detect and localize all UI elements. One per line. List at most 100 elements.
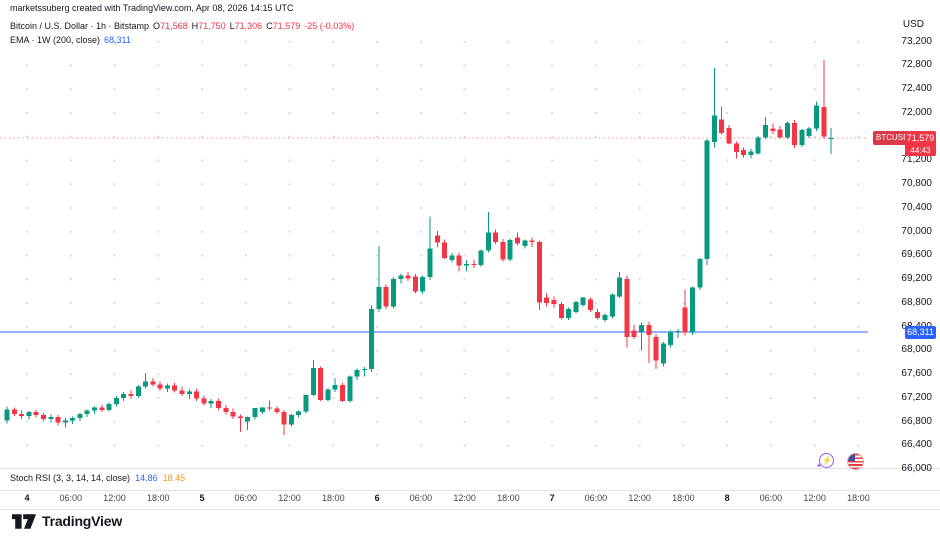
stoch-rsi-legend[interactable]: Stoch RSI (3, 3, 14, 14, close) 14.86 18… — [10, 473, 185, 483]
candle-body — [806, 128, 812, 137]
time-tick-day-label: 6 — [374, 493, 380, 503]
ema-price-label: 68,311 — [905, 325, 936, 339]
candle-body — [245, 416, 251, 422]
candle-body — [762, 124, 768, 138]
candle-body — [369, 308, 375, 369]
candle-body — [697, 259, 703, 288]
candle-body — [230, 412, 236, 417]
time-axis[interactable]: 4 06:00 12:00 18:00 5 06:00 12:00 18:00 6 06:00 12… — [0, 493, 869, 507]
candle-body — [99, 407, 105, 410]
candle-body — [194, 391, 200, 399]
candle-body — [201, 398, 207, 404]
candle-body — [164, 385, 170, 389]
candle-body — [281, 412, 287, 425]
ema-legend[interactable]: EMA · 1W (200, close) 68,311 — [10, 35, 131, 45]
candle-body — [471, 263, 477, 265]
candle-body — [113, 397, 119, 404]
candle-body — [638, 324, 644, 333]
candle-body — [617, 277, 623, 297]
ema-value: 68,311 — [104, 35, 131, 45]
open-value: O71,568 — [153, 21, 188, 31]
symbol-price-tag: BTCUSD — [873, 130, 912, 145]
candle-body — [77, 414, 83, 419]
candle-body — [704, 140, 710, 260]
pane-separator[interactable] — [0, 468, 940, 469]
price-tick-label: 72,000 — [901, 106, 932, 118]
candle-body — [485, 232, 491, 251]
candle-body — [580, 297, 586, 305]
candle-body — [157, 384, 163, 389]
widget-bottom-edge — [0, 509, 940, 510]
candle-body — [609, 294, 615, 317]
candle-body — [719, 119, 725, 134]
last-price-label: 71,579 — [905, 130, 936, 145]
candle-body — [361, 368, 367, 371]
price-tick-label: 68,000 — [901, 344, 932, 356]
candle-body — [573, 301, 579, 312]
candle-body — [726, 127, 732, 144]
candle-body — [770, 128, 776, 131]
price-tick-label: 68,800 — [901, 296, 932, 308]
time-tick-label: 06:00 — [59, 493, 83, 503]
lightning-icon: ⚡ — [822, 456, 832, 465]
candle-body — [558, 304, 564, 318]
candle-body — [690, 287, 696, 333]
candle-body — [566, 308, 572, 318]
time-tick-label: 06:00 — [584, 493, 608, 503]
candle-body — [135, 386, 141, 397]
candle-body — [529, 240, 535, 242]
candle-body — [515, 237, 521, 244]
candle-body — [40, 415, 46, 419]
candle-body — [741, 149, 747, 156]
time-tick-label: 06:00 — [759, 493, 783, 503]
price-tick-label: 70,000 — [901, 225, 932, 237]
candle-body — [92, 407, 98, 411]
candle-body — [653, 336, 659, 361]
candle-body — [551, 300, 557, 305]
candle-body — [19, 414, 25, 416]
candle-body — [821, 107, 827, 137]
candle-body — [675, 330, 681, 333]
candle-body — [106, 403, 112, 410]
price-tick-label: 69,600 — [901, 249, 932, 261]
tradingview-logo-mark — [12, 513, 36, 529]
price-axis[interactable]: USD 73,20072,80072,40072,00071,60071,200… — [868, 0, 940, 490]
candle-body — [463, 263, 469, 266]
symbol-legend[interactable]: Bitcoin / U.S. Dollar · 1h · Bitstamp O7… — [10, 21, 354, 31]
time-tick-label: 06:00 — [234, 493, 258, 503]
candle-body — [62, 420, 68, 423]
tradingview-logo[interactable]: TradingView — [12, 513, 122, 529]
close-value: C71,579 — [266, 21, 301, 31]
boost-refresh-icon[interactable]: ⚡ ✦ — [816, 453, 834, 470]
candle-body — [449, 255, 455, 261]
stoch-rsi-title: Stoch RSI (3, 3, 14, 14, close) — [10, 473, 131, 483]
ema-title: EMA · 1W (200, close) — [10, 35, 101, 45]
candle-body — [507, 240, 513, 260]
change-value: -25 (-0.03%) — [304, 21, 355, 31]
candle-body — [493, 232, 499, 242]
candle-body — [296, 411, 302, 415]
candle-body — [777, 129, 783, 138]
candle-body — [310, 368, 316, 396]
candlestick-series — [4, 60, 834, 435]
candle-body — [748, 151, 754, 156]
flag-canton — [848, 454, 855, 461]
candle-body — [237, 416, 243, 419]
candle-body — [420, 276, 426, 292]
candle-body — [179, 390, 185, 394]
time-tick-label: 12:00 — [278, 493, 301, 503]
axis-separator — [0, 490, 940, 491]
candle-body — [536, 241, 542, 303]
candle-body — [799, 130, 805, 146]
us-session-icon[interactable] — [847, 453, 864, 470]
candle-body — [755, 137, 761, 154]
time-tick-day-label: 7 — [549, 493, 555, 503]
sparkle-icon: ✦ — [816, 463, 822, 470]
time-tick-label: 18:00 — [497, 493, 520, 503]
price-tick-label: 66,800 — [901, 415, 932, 427]
candle-body — [172, 385, 178, 391]
candle-body — [186, 391, 192, 394]
candle-body — [442, 242, 448, 258]
price-tick-label: 72,400 — [901, 83, 932, 95]
